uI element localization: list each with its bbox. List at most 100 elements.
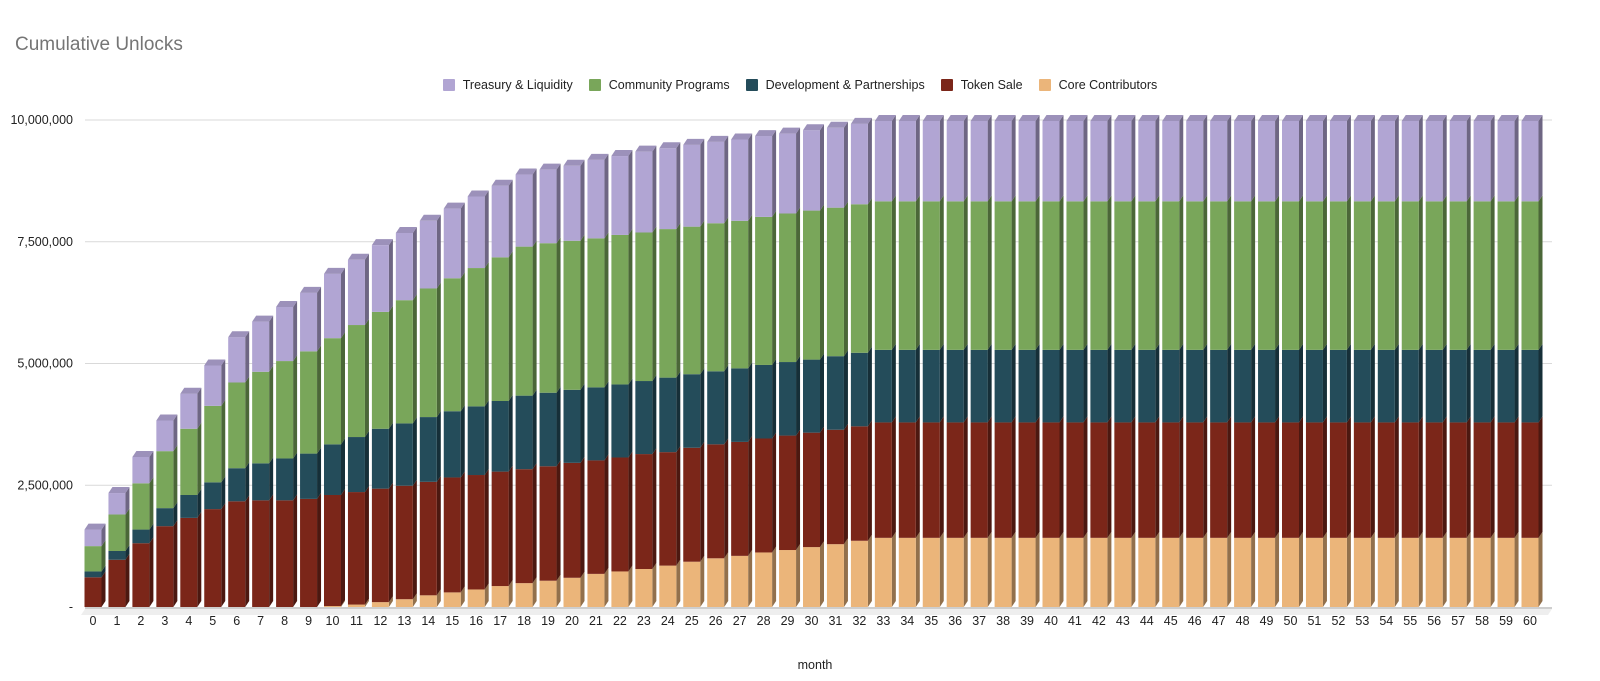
bar-side-treasury-liquidity: [1394, 114, 1399, 202]
bar-segment-community-programs: [874, 201, 892, 350]
legend-item-community-programs[interactable]: Community Programs: [588, 78, 730, 92]
bar-side-token-sale: [628, 451, 633, 572]
bar-side-community-programs: [939, 195, 944, 350]
bar-segment-development-partnerships: [755, 364, 773, 439]
bar-side-community-programs: [1322, 195, 1327, 350]
bar-side-token-sale: [364, 486, 369, 605]
bar-side-development-partnerships: [1083, 343, 1088, 423]
bar-segment-community-programs: [1018, 201, 1036, 350]
bar-segment-development-partnerships: [587, 387, 605, 461]
bar-stack-month-1: [108, 487, 130, 607]
x-tick-label: 11: [350, 614, 363, 628]
bar-side-treasury-liquidity: [867, 117, 872, 205]
bar-segment-token-sale: [1282, 422, 1299, 538]
bar-segment-token-sale: [1305, 422, 1323, 538]
bar-segment-community-programs: [659, 229, 677, 378]
bar-top: [132, 451, 154, 458]
bar-segment-treasury-liquidity: [395, 232, 413, 301]
bar-segment-development-partnerships: [1138, 349, 1156, 423]
bar-segment-development-partnerships: [180, 494, 198, 518]
bar-stack-month-30: [803, 124, 824, 607]
bar-side-core-contributors: [891, 531, 896, 607]
bar-top: [1425, 114, 1447, 121]
x-tick-label: 10: [326, 614, 340, 628]
bar-side-core-contributors: [556, 574, 561, 607]
x-tick-label: 52: [1331, 614, 1345, 628]
legend-item-token-sale[interactable]: Token Sale: [940, 78, 1023, 92]
bar-side-token-sale: [748, 435, 753, 556]
bar-stack-month-28: [755, 130, 777, 607]
legend-swatch-core-contributors: [1038, 79, 1051, 91]
bar-side-token-sale: [1011, 416, 1016, 538]
bar-side-token-sale: [532, 463, 537, 584]
x-axis-title: month: [798, 658, 833, 672]
bar-segment-token-sale: [1401, 422, 1419, 538]
bar-side-core-contributors: [748, 549, 753, 607]
bar-segment-treasury-liquidity: [850, 123, 868, 205]
bar-segment-token-sale: [755, 438, 773, 553]
bar-side-token-sale: [1418, 416, 1423, 538]
bar-side-community-programs: [867, 198, 872, 353]
bar-segment-community-programs: [1066, 201, 1084, 350]
bar-top: [635, 145, 657, 152]
bar-segment-treasury-liquidity: [635, 151, 653, 233]
bar-segment-core-contributors: [731, 555, 749, 607]
bar-side-development-partnerships: [1538, 343, 1543, 423]
bar-stack-month-6: [228, 331, 250, 607]
bar-side-treasury-liquidity: [1251, 114, 1256, 202]
bar-stack-month-18: [515, 168, 537, 607]
bar-top: [228, 331, 250, 338]
bar-side-core-contributors: [1370, 531, 1375, 607]
bar-segment-core-contributors: [755, 552, 773, 607]
bar-side-treasury-liquidity: [1203, 114, 1208, 202]
bar-side-token-sale: [652, 448, 657, 570]
bar-segment-token-sale: [1377, 422, 1395, 538]
bar-segment-community-programs: [300, 351, 318, 454]
bar-stack-month-14: [419, 214, 441, 607]
bar-stack-month-25: [683, 138, 705, 607]
bar-segment-core-contributors: [994, 537, 1012, 607]
bar-side-development-partnerships: [1514, 343, 1519, 423]
bar-segment-treasury-liquidity: [587, 159, 605, 239]
bar-stack-month-17: [491, 179, 513, 607]
x-tick-label: 0: [90, 614, 97, 628]
bar-segment-token-sale: [1138, 422, 1156, 538]
y-tick-label: 2,500,000: [17, 478, 73, 492]
bar-side-treasury-liquidity: [1514, 114, 1519, 202]
bar-top: [1090, 114, 1112, 121]
bar-side-core-contributors: [484, 583, 489, 607]
bar-segment-core-contributors: [1377, 537, 1395, 607]
bar-segment-development-partnerships: [1473, 349, 1491, 423]
bar-side-token-sale: [843, 423, 848, 545]
bar-segment-treasury-liquidity: [922, 120, 940, 202]
bar-stack-month-39: [1018, 114, 1040, 607]
bar-side-treasury-liquidity: [604, 153, 609, 239]
bar-segment-core-contributors: [515, 583, 533, 607]
bar-side-token-sale: [125, 553, 130, 607]
bar-side-token-sale: [1131, 416, 1136, 538]
bar-segment-treasury-liquidity: [563, 165, 581, 241]
bar-top: [491, 179, 513, 186]
bar-stack-month-59: [1497, 114, 1519, 607]
legend-item-treasury-liquidity[interactable]: Treasury & Liquidity: [442, 78, 573, 92]
bar-side-core-contributors: [1538, 531, 1543, 607]
legend-item-development-partnerships[interactable]: Development & Partnerships: [745, 78, 925, 92]
bar-side-token-sale: [987, 416, 992, 538]
bar-side-community-programs: [1035, 195, 1040, 350]
bar-side-token-sale: [1275, 416, 1280, 538]
x-tick-label: 14: [421, 614, 435, 628]
bar-side-token-sale: [101, 571, 106, 607]
bar-side-community-programs: [1466, 195, 1471, 350]
legend-item-core-contributors[interactable]: Core Contributors: [1038, 78, 1157, 92]
bar-segment-community-programs: [826, 207, 844, 357]
bar-segment-community-programs: [539, 243, 557, 393]
bar-stack-month-21: [587, 153, 609, 607]
bar-segment-core-contributors: [946, 537, 964, 607]
bar-segment-community-programs: [419, 288, 437, 418]
bar-stack-month-31: [826, 121, 848, 607]
bar-side-token-sale: [1251, 416, 1256, 538]
bar-side-token-sale: [245, 495, 250, 607]
x-tick-label: 6: [233, 614, 240, 628]
bar-segment-development-partnerships: [874, 349, 892, 423]
bar-side-development-partnerships: [125, 544, 130, 560]
